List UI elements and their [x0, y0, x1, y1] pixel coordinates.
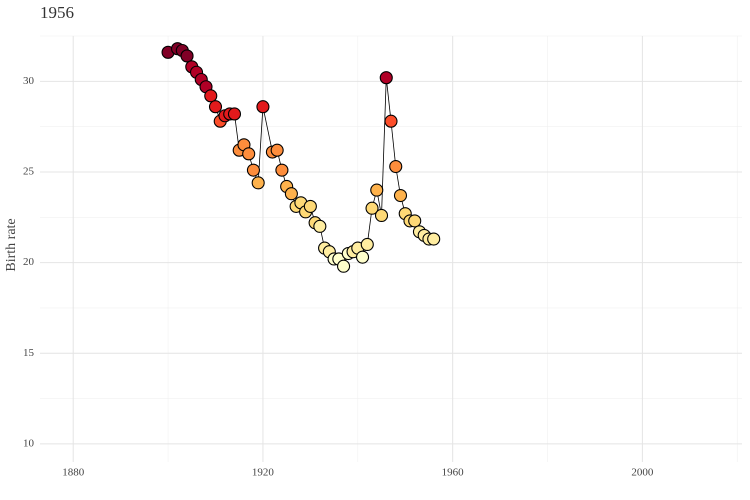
grid: 1880 1920 1960 2000 10 15 20 25 30: [23, 35, 742, 479]
point: [227, 107, 242, 121]
point: [374, 208, 389, 223]
point: [246, 163, 260, 177]
point: [355, 250, 370, 264]
y-tick-label: 15: [23, 347, 35, 359]
point: [208, 100, 223, 114]
point: [180, 49, 194, 63]
point: [360, 237, 374, 252]
point: [370, 183, 384, 197]
point: [303, 199, 317, 213]
plot-area: [161, 42, 441, 273]
point: [384, 114, 398, 128]
point: [393, 188, 408, 203]
point: [379, 71, 393, 85]
point: [389, 159, 403, 174]
point: [408, 214, 422, 228]
point: [256, 100, 270, 114]
chart-title: 1956: [40, 3, 74, 22]
y-tick-label: 25: [23, 165, 35, 177]
x-tick-label: 1960: [442, 467, 465, 479]
y-tick-label: 20: [23, 256, 35, 268]
y-tick-label: 30: [23, 75, 35, 87]
y-tick-label: 10: [23, 437, 35, 449]
point: [427, 232, 441, 246]
point: [270, 143, 284, 157]
x-tick-label: 2000: [631, 467, 654, 479]
y-axis-label: Birth rate: [4, 218, 19, 271]
point: [313, 219, 327, 233]
point: [275, 163, 289, 177]
point: [242, 147, 256, 161]
point: [337, 259, 351, 273]
point: [251, 176, 265, 190]
point: [284, 187, 298, 201]
point: [365, 201, 379, 215]
x-tick-label: 1920: [252, 467, 275, 479]
x-tick-label: 1880: [62, 467, 85, 479]
point: [204, 89, 218, 103]
